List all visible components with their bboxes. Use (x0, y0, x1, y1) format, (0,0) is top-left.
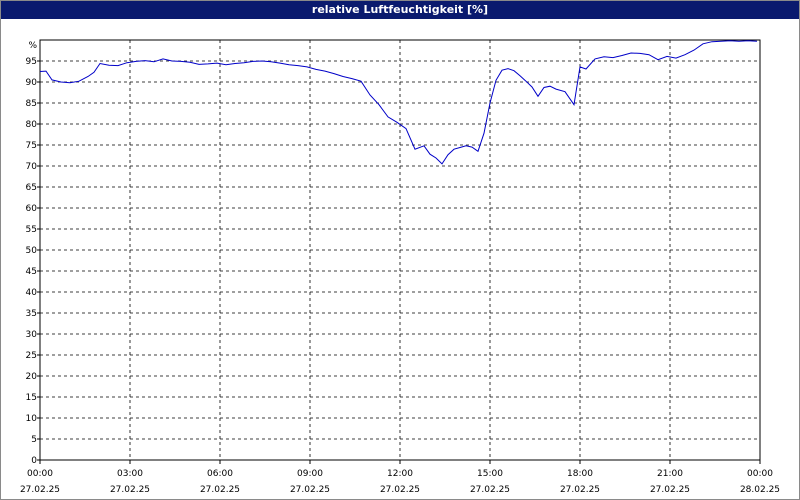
y-tick-label: 0 (31, 456, 37, 466)
y-tick-label: 80 (26, 120, 38, 130)
chart-title: relative Luftfeuchtigkeit [%] (1, 1, 799, 19)
x-tick-date-label: 28.02.25 (740, 485, 780, 495)
y-tick-label: 85 (26, 99, 37, 109)
x-tick-date-label: 27.02.25 (380, 485, 420, 495)
x-tick-time-label: 15:00 (477, 469, 503, 479)
y-tick-label: 65 (26, 183, 37, 193)
y-tick-label: 20 (26, 372, 38, 382)
y-tick-label: 75 (26, 141, 37, 151)
x-tick-date-label: 27.02.25 (290, 485, 330, 495)
y-tick-label: 10 (26, 414, 38, 424)
y-tick-label: 50 (26, 246, 38, 256)
x-tick-time-label: 06:00 (207, 469, 233, 479)
x-tick-date-label: 27.02.25 (470, 485, 510, 495)
x-tick-time-label: 18:00 (567, 469, 593, 479)
y-tick-label: 5 (31, 435, 37, 445)
x-tick-date-label: 27.02.25 (110, 485, 150, 495)
x-tick-time-label: 00:00 (27, 469, 53, 479)
x-tick-date-label: 27.02.25 (560, 485, 600, 495)
x-tick-time-label: 00:00 (747, 469, 773, 479)
y-tick-label: 30 (26, 330, 38, 340)
y-axis-label: % (28, 41, 37, 51)
y-tick-label: 95 (26, 57, 37, 67)
y-tick-label: 45 (26, 267, 37, 277)
x-tick-date-label: 27.02.25 (200, 485, 240, 495)
x-axis-ticks: 00:00 27.02.25 03:00 27.02.25 06:00 27.02.25 0… (20, 460, 780, 495)
x-tick-date-label: 27.02.25 (20, 485, 60, 495)
y-axis-ticks: 0 5 10 15 20 25 30 35 40 45 50 55 60 65 70 75 80 85 90 95 (26, 57, 40, 466)
y-tick-label: 70 (26, 162, 38, 172)
x-tick-time-label: 12:00 (387, 469, 413, 479)
grid-lines (40, 40, 760, 460)
y-tick-label: 90 (26, 78, 38, 88)
y-tick-label: 40 (26, 288, 38, 298)
humidity-series-line (39, 40, 758, 165)
x-tick-date-label: 27.02.25 (650, 485, 690, 495)
y-tick-label: 15 (26, 393, 37, 403)
x-tick-time-label: 03:00 (117, 469, 143, 479)
y-tick-label: 60 (26, 204, 38, 214)
y-tick-label: 25 (26, 351, 37, 361)
x-tick-time-label: 21:00 (657, 469, 683, 479)
x-tick-time-label: 09:00 (297, 469, 323, 479)
y-tick-label: 35 (26, 309, 37, 319)
y-tick-label: 55 (26, 225, 37, 235)
